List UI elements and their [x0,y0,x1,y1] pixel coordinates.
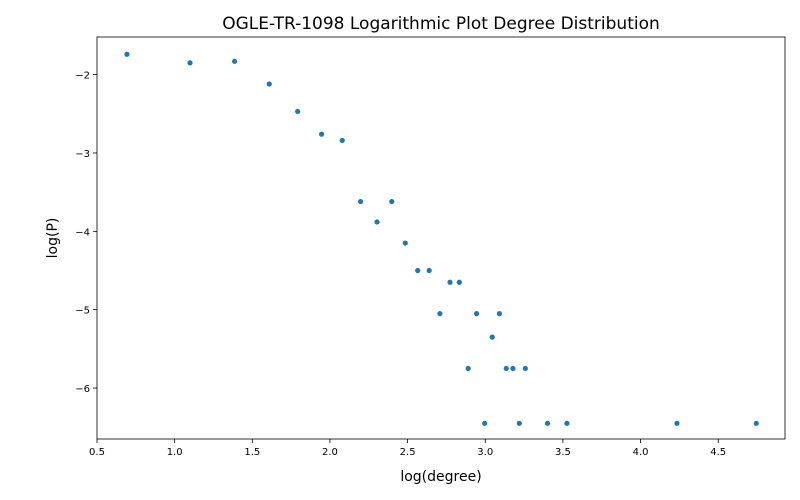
scatter-point [124,51,130,57]
x-tick-label: 4.0 [633,447,649,458]
scatter-point [266,81,272,87]
scatter-point [510,365,516,372]
scatter-point [522,365,528,372]
scatter-point [426,267,432,274]
scatter-point [503,365,509,372]
scatter-point [482,420,488,426]
scatter-point [187,60,193,66]
scatter-point [339,137,345,144]
scatter-point [456,279,462,285]
y-axis-ticks: −2 −3 −4 −5 −6 [75,71,97,395]
scatter-point [415,267,421,274]
scatter-point [357,198,364,205]
x-tick-label: 4.5 [710,447,726,458]
x-tick-label: 3.5 [555,447,571,458]
scatter-point [447,279,453,285]
scatter-point [753,420,759,426]
scatter-point [473,311,480,317]
y-tick-label: −3 [75,149,90,160]
scatter-point [465,365,471,372]
x-tick-label: 0.5 [89,447,105,458]
y-tick-label: −4 [75,227,90,238]
chart-title: OGLE-TR-1098 Logarithmic Plot Degree Dis… [222,14,660,34]
scatter-point [389,198,395,205]
scatter-point [674,420,680,426]
scatter-point [318,131,325,137]
x-tick-label: 3.0 [477,447,493,458]
scatter-point [402,240,408,246]
plot-area: 0.5 1.0 1.5 2.0 2.5 3.0 3.5 4.0 4.5 −2 −3 −4 −5 −6 [75,36,786,458]
scatter-point [489,334,495,340]
scatter-point [437,311,443,317]
x-tick-label: 2.0 [322,447,338,458]
x-axis-label: log(degree) [400,469,481,485]
scatter-point [295,108,301,115]
scatter-point [496,311,502,317]
x-tick-label: 1.0 [167,447,183,458]
x-tick-label: 2.5 [400,447,416,458]
scatter-point [544,420,551,426]
axes-frame [96,36,786,440]
y-tick-label: −6 [75,384,90,395]
y-tick-label: −2 [75,71,90,82]
scatter-point [232,58,238,64]
scatter-point [564,420,570,426]
y-axis-label: log(P) [45,218,61,259]
scatter-point [374,219,380,225]
y-tick-label: −5 [75,306,90,317]
scatter-point [516,420,522,426]
x-axis-ticks: 0.5 1.0 1.5 2.0 2.5 3.0 3.5 4.0 4.5 [89,439,726,458]
data-points [124,51,759,426]
x-tick-label: 1.5 [244,447,260,458]
